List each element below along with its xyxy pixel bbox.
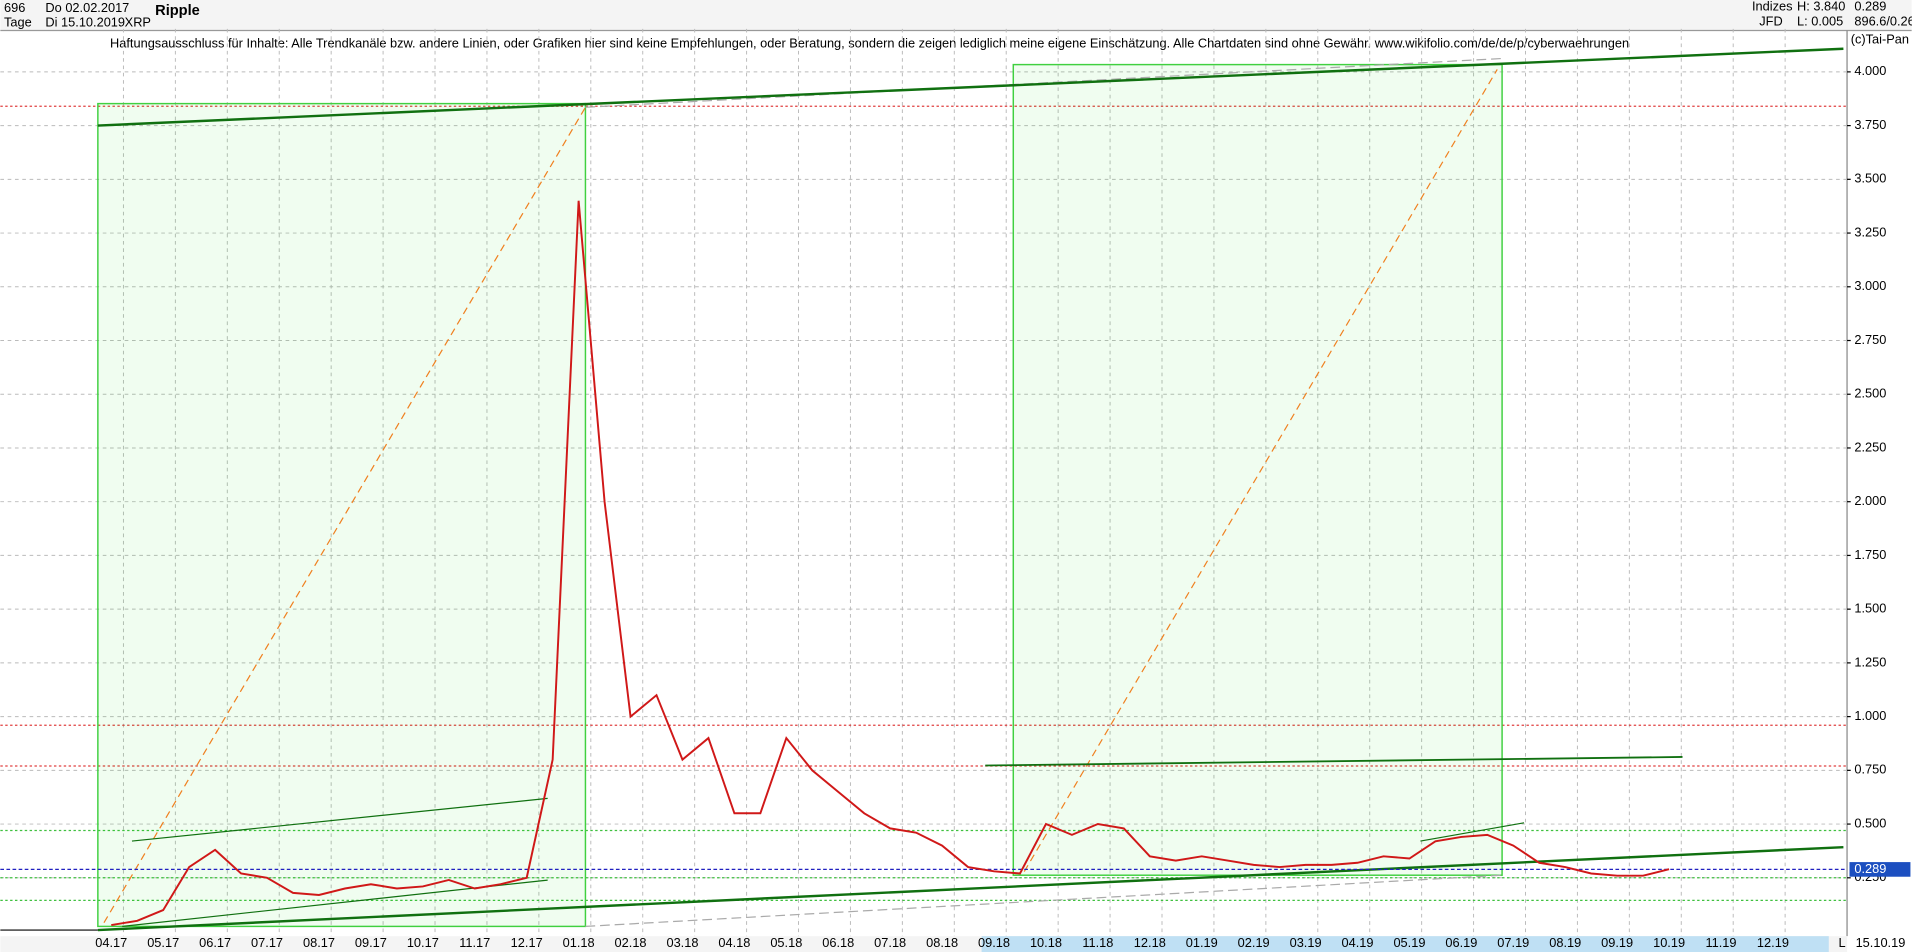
x-tick-label: 06.17 xyxy=(199,935,231,950)
x-tick-label: 09.19 xyxy=(1601,935,1633,950)
current-price-label: 0.289 xyxy=(1854,861,1886,876)
low: L: 0.005 xyxy=(1797,13,1843,28)
start-date[interactable]: Do 02.02.2017 xyxy=(45,0,129,15)
y-tick-label: 0.500 xyxy=(1854,815,1886,830)
price-line xyxy=(111,200,1670,927)
symbol: XRP xyxy=(125,15,151,30)
y-tick-label: 3.750 xyxy=(1854,117,1886,132)
y-tick-label: 1.500 xyxy=(1854,601,1886,616)
x-tick-label: 12.19 xyxy=(1757,935,1789,950)
scale-mode[interactable]: L xyxy=(1839,935,1846,950)
y-tick-label: 1.000 xyxy=(1854,708,1886,723)
y-tick-label: 2.750 xyxy=(1854,332,1886,347)
period[interactable]: Tage xyxy=(4,15,32,30)
x-tick-label: 05.19 xyxy=(1393,935,1425,950)
trend-line xyxy=(1420,822,1525,842)
x-tick-label: 08.17 xyxy=(303,935,335,950)
y-tick-label: 1.250 xyxy=(1854,654,1886,669)
x-tick-label: 09.17 xyxy=(355,935,387,950)
x-tick-label: 10.19 xyxy=(1653,935,1685,950)
toolbar xyxy=(0,0,1912,31)
x-tick-label: 11.18 xyxy=(1082,935,1113,950)
end-date[interactable]: Di 15.10.2019 xyxy=(45,15,125,30)
x-tick-label: 08.18 xyxy=(926,935,958,950)
y-tick-label: 2.000 xyxy=(1854,493,1886,508)
projection xyxy=(585,874,1503,928)
x-tick-label: 07.17 xyxy=(251,935,283,950)
x-tick-label: 12.18 xyxy=(1134,935,1166,950)
x-tick-label: 11.19 xyxy=(1705,935,1736,950)
last: 0.289 xyxy=(1854,0,1886,14)
y-tick-label: 3.500 xyxy=(1854,171,1886,186)
x-tick-label: 02.18 xyxy=(615,935,647,950)
x-tick-label: 02.19 xyxy=(1238,935,1270,950)
date-stamp: 15.10.19 xyxy=(1856,935,1906,950)
trend-line xyxy=(97,845,1844,932)
x-tick-label: 07.18 xyxy=(874,935,906,950)
y-tick-label: 1.750 xyxy=(1854,547,1886,562)
count: 696 xyxy=(4,0,25,15)
time-axis-highlight xyxy=(981,936,1829,952)
x-tick-label: 03.19 xyxy=(1290,935,1322,950)
current-price-box xyxy=(1849,862,1911,877)
x-tick-label: 01.18 xyxy=(563,935,595,950)
trend-line xyxy=(131,797,548,842)
x-tick-label: 06.19 xyxy=(1445,935,1477,950)
x-tick-label: 11.17 xyxy=(459,935,490,950)
y-tick-label: 2.250 xyxy=(1854,439,1886,454)
y-tick-label: 3.000 xyxy=(1854,278,1886,293)
x-tick-label: 08.19 xyxy=(1549,935,1581,950)
x-tick-label: 10.17 xyxy=(407,935,439,950)
x-tick-label: 06.18 xyxy=(822,935,854,950)
y-tick-label: 0.750 xyxy=(1854,762,1886,777)
x-tick-label: 05.17 xyxy=(147,935,179,950)
x-tick-label: 09.18 xyxy=(978,935,1010,950)
x-tick-label: 03.18 xyxy=(666,935,698,950)
x-tick-label: 04.17 xyxy=(95,935,127,950)
x-tick-label: 10.18 xyxy=(1030,935,1062,950)
x-tick-label: 01.19 xyxy=(1186,935,1218,950)
high: H: 3.840 xyxy=(1797,0,1845,14)
annotation: Haftungsausschluss für Inhalte: Alle Tre… xyxy=(110,35,1629,50)
broker: JFD xyxy=(1759,13,1782,28)
channel-box xyxy=(1012,63,1503,876)
trend-line xyxy=(985,756,1683,767)
group: Indizes xyxy=(1752,0,1793,14)
x-tick-label: 07.19 xyxy=(1497,935,1529,950)
diagonal xyxy=(1023,69,1498,872)
instrument-name: Ripple xyxy=(155,3,200,19)
x-tick-label: 04.19 xyxy=(1342,935,1374,950)
trend-line xyxy=(97,47,1844,127)
x-tick-label: 05.18 xyxy=(770,935,802,950)
channel-box xyxy=(97,102,587,928)
y-tick-label: 2.500 xyxy=(1854,386,1886,401)
x-tick-label: 04.18 xyxy=(718,935,750,950)
copyright: (c)Tai-Pan xyxy=(1851,32,1909,47)
x-tick-label: 12.17 xyxy=(511,935,543,950)
volume: 896.6/0.26 xyxy=(1854,13,1912,28)
y-tick-label: 3.250 xyxy=(1854,224,1886,239)
y-tick-label: 4.000 xyxy=(1854,63,1886,78)
